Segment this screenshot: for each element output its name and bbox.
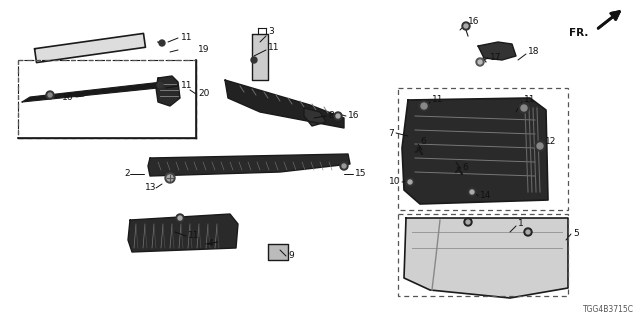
Circle shape xyxy=(524,228,532,236)
Circle shape xyxy=(521,105,527,111)
Polygon shape xyxy=(252,34,268,80)
Text: 16: 16 xyxy=(62,92,74,101)
Text: 11: 11 xyxy=(432,95,444,105)
Text: 5: 5 xyxy=(573,229,579,238)
Circle shape xyxy=(340,162,348,170)
Circle shape xyxy=(478,60,482,64)
Circle shape xyxy=(165,173,175,183)
Circle shape xyxy=(466,220,470,224)
Circle shape xyxy=(468,188,476,196)
Bar xyxy=(18,60,196,138)
Text: 15: 15 xyxy=(355,170,367,179)
Text: 16: 16 xyxy=(468,18,479,27)
Text: 12: 12 xyxy=(545,138,556,147)
Text: 6: 6 xyxy=(462,164,468,172)
Polygon shape xyxy=(304,108,326,126)
Circle shape xyxy=(526,230,530,234)
Text: 7: 7 xyxy=(388,129,394,138)
Text: TGG4B3715C: TGG4B3715C xyxy=(583,305,634,314)
Circle shape xyxy=(519,103,529,113)
Circle shape xyxy=(176,214,184,222)
Text: 19: 19 xyxy=(198,45,209,54)
Polygon shape xyxy=(35,33,145,63)
Circle shape xyxy=(476,58,484,66)
Text: 3: 3 xyxy=(268,28,274,36)
Bar xyxy=(398,88,568,210)
Circle shape xyxy=(46,91,54,99)
Text: 20: 20 xyxy=(198,90,209,99)
Text: 2: 2 xyxy=(124,170,130,179)
Circle shape xyxy=(167,175,173,181)
Polygon shape xyxy=(128,214,238,252)
Circle shape xyxy=(178,216,182,220)
Circle shape xyxy=(336,114,340,118)
Circle shape xyxy=(334,112,342,120)
Text: 13: 13 xyxy=(145,183,157,193)
Text: 11: 11 xyxy=(188,231,200,241)
Text: 16: 16 xyxy=(348,111,360,121)
Circle shape xyxy=(159,40,165,46)
Text: 10: 10 xyxy=(388,178,400,187)
Text: 8: 8 xyxy=(328,111,333,121)
Text: 1: 1 xyxy=(518,220,524,228)
Polygon shape xyxy=(268,244,288,260)
Circle shape xyxy=(342,164,346,168)
Circle shape xyxy=(408,180,412,184)
Polygon shape xyxy=(404,218,568,298)
Circle shape xyxy=(464,218,472,226)
Text: 4: 4 xyxy=(208,239,214,249)
Circle shape xyxy=(419,101,429,111)
Text: 11: 11 xyxy=(268,44,280,52)
Bar xyxy=(398,214,568,296)
Circle shape xyxy=(464,24,468,28)
Polygon shape xyxy=(156,76,180,106)
Text: FR.: FR. xyxy=(568,28,588,38)
Text: 9: 9 xyxy=(288,252,294,260)
Text: 18: 18 xyxy=(528,47,540,57)
Polygon shape xyxy=(22,82,162,102)
Text: 11: 11 xyxy=(524,95,536,105)
Circle shape xyxy=(470,190,474,194)
Text: 6: 6 xyxy=(420,138,426,147)
Circle shape xyxy=(251,57,257,63)
Circle shape xyxy=(535,141,545,151)
Polygon shape xyxy=(478,42,516,60)
Text: 11: 11 xyxy=(181,82,193,91)
Text: 14: 14 xyxy=(480,191,492,201)
Bar xyxy=(18,60,196,138)
Polygon shape xyxy=(402,98,548,204)
Circle shape xyxy=(462,22,470,30)
Text: 17: 17 xyxy=(490,53,502,62)
Circle shape xyxy=(157,82,163,88)
Circle shape xyxy=(48,93,52,97)
Circle shape xyxy=(421,103,427,109)
Polygon shape xyxy=(225,80,344,128)
Circle shape xyxy=(406,178,414,186)
Circle shape xyxy=(537,143,543,149)
Text: 11: 11 xyxy=(181,34,193,43)
Polygon shape xyxy=(148,154,350,176)
